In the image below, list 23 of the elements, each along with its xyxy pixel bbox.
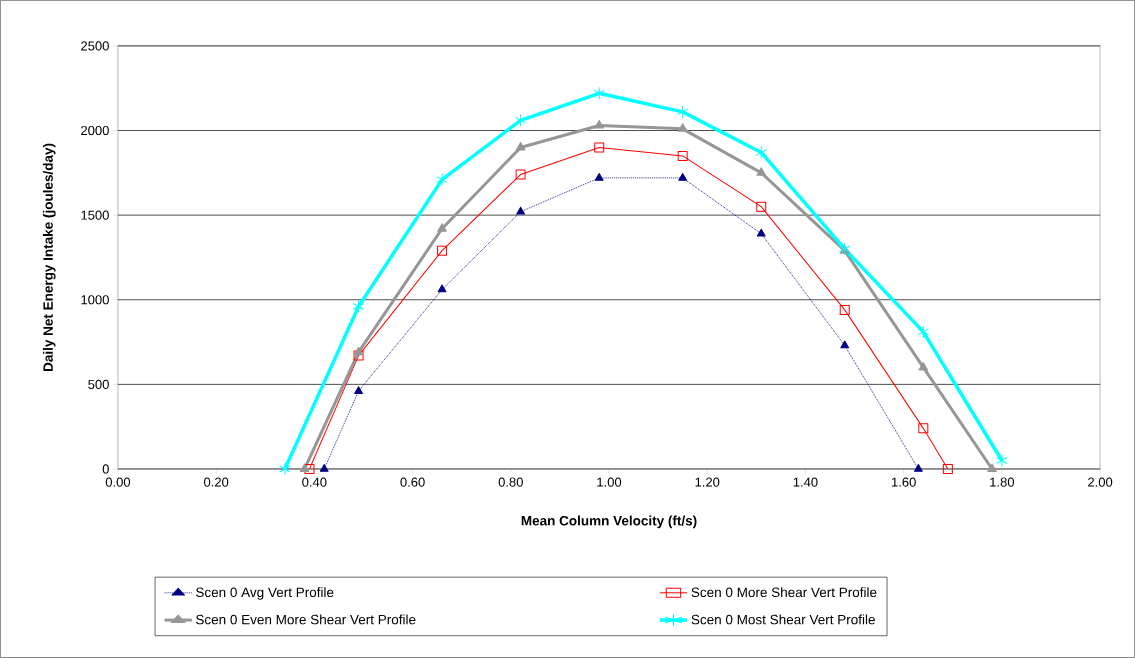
x-tick-label: 1.60 [892,477,916,487]
x-tick-label: 1.80 [990,477,1015,487]
y-tick-label: 2500 [81,41,109,51]
y-tick-label: 500 [88,379,109,390]
x-tick-label: 1.40 [793,477,818,487]
x-tick-label: 2.00 [1088,477,1113,487]
x-tick-label: 0.80 [498,477,523,487]
legend-label: Scen 0 Even More Shear Vert Profile [196,614,416,625]
legend-label: Scen 0 Avg Vert Profile [196,587,334,600]
x-tick-label: 0.40 [302,477,327,487]
y-tick-label: 2000 [81,125,109,136]
y-axis-title: Daily Net Energy Intake (joules/day) [42,143,56,372]
x-tick-label: 0.20 [203,477,229,487]
y-tick-label: 1500 [81,210,109,220]
x-tick-label: 1.20 [695,477,720,487]
y-tick-label: 0 [102,464,109,474]
x-axis-title: Mean Column Velocity (ft/s) [521,515,697,529]
legend-label: Scen 0 Most Shear Vert Profile [691,614,875,625]
y-tick-label: 1000 [81,295,109,305]
x-tick-label: 1.00 [597,477,622,487]
x-tick-label: 0.00 [105,477,131,487]
x-tick-label: 0.60 [400,477,425,487]
legend-label: Scen 0 More Shear Vert Profile [691,587,877,598]
